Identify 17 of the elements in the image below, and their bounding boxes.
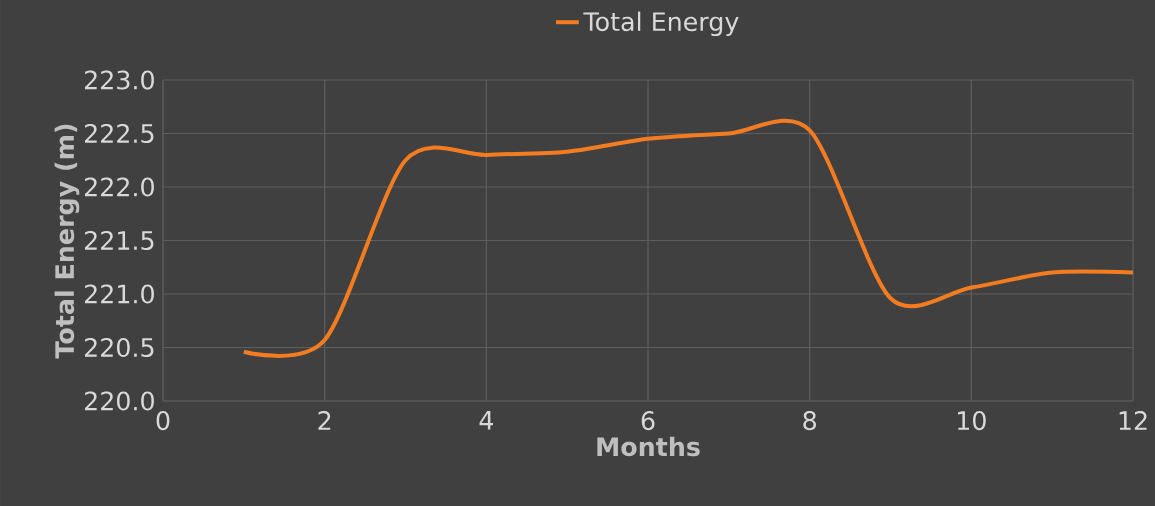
y-tick-label: 220.0: [84, 391, 154, 411]
x-tick-label: 4: [479, 411, 493, 430]
y-tick-label: 222.0: [84, 177, 154, 197]
x-tick-label: 12: [1119, 411, 1147, 430]
x-tick-label: 2: [318, 411, 331, 430]
x-tick-label: 6: [641, 411, 655, 431]
x-tick-label: 0: [156, 411, 170, 431]
y-tick-label: 221.0: [84, 284, 154, 304]
y-tick-label: 221.5: [84, 230, 154, 251]
legend-label: Total Energy: [583, 11, 739, 37]
x-tick-label: 8: [803, 411, 816, 431]
y-tick-label: 223.0: [84, 70, 154, 90]
x-axis-title: Months: [597, 436, 700, 457]
y-axis-title: Total Energy (m): [54, 124, 80, 359]
y-tick-label: 220.5: [84, 337, 154, 358]
y-tick-label: 222.5: [84, 123, 154, 144]
x-tick-label: 10: [958, 411, 986, 431]
